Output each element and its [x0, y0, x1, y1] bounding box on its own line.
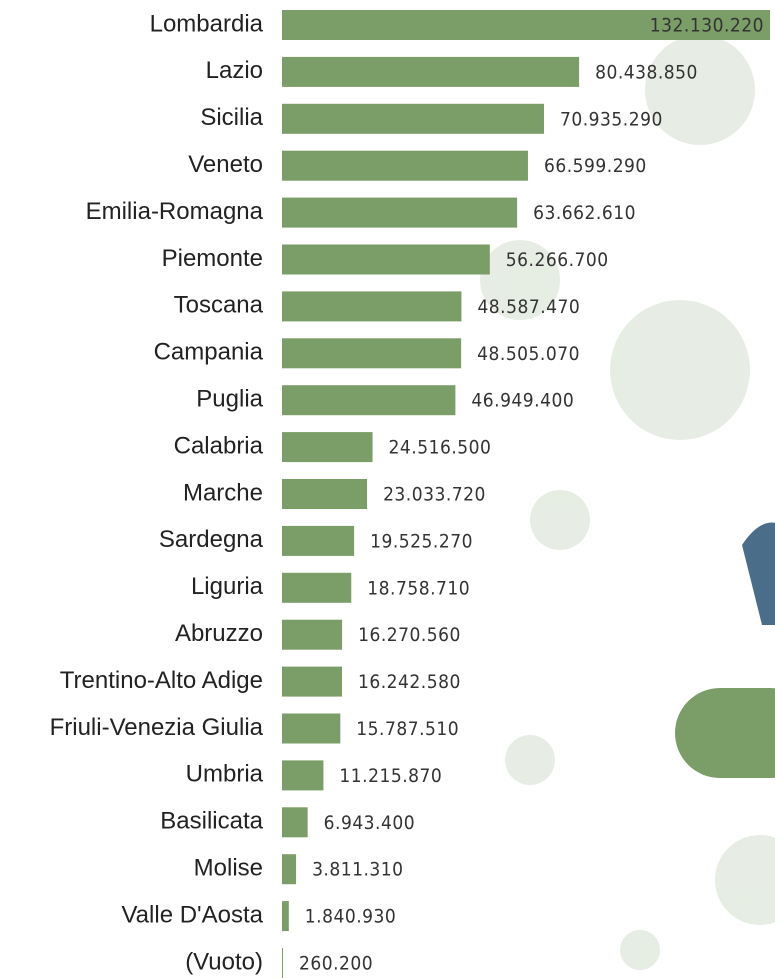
category-label: Sicilia — [200, 104, 263, 131]
category-label: (Vuoto) — [185, 948, 263, 975]
category-label: Campania — [154, 339, 264, 366]
category-label: Friuli-Venezia Giulia — [50, 714, 264, 741]
bar — [282, 338, 461, 368]
value-label: 16.270.560 — [358, 624, 461, 646]
category-label: Basilicata — [160, 808, 263, 835]
bar — [282, 432, 373, 462]
chart: Lombardia 132.130.220 Lazio 80.438.850 Sicil… — [0, 0, 775, 978]
category-label: Molise — [194, 855, 263, 882]
bar — [282, 57, 579, 87]
bar — [282, 291, 461, 321]
bar — [282, 620, 342, 650]
value-label: 16.242.580 — [358, 671, 461, 693]
decor-figure — [742, 523, 775, 626]
value-label: 63.662.610 — [533, 202, 636, 224]
value-label: 23.033.720 — [383, 484, 486, 506]
bar — [282, 198, 517, 228]
value-label: 80.438.850 — [595, 61, 698, 83]
category-label: Abruzzo — [175, 620, 263, 647]
value-label: 48.587.470 — [477, 296, 580, 318]
category-label: Piemonte — [162, 245, 263, 272]
category-label: Lombardia — [150, 10, 264, 37]
category-label: Toscana — [174, 292, 264, 319]
category-label: Lazio — [206, 57, 263, 84]
value-label: 46.949.400 — [471, 390, 574, 412]
value-label: 260.200 — [299, 953, 373, 975]
category-label: Calabria — [174, 432, 264, 459]
bar — [282, 714, 340, 744]
value-label: 66.599.290 — [544, 155, 647, 177]
value-label: 3.811.310 — [312, 859, 403, 881]
decor-pill — [675, 688, 775, 778]
value-label: 6.943.400 — [324, 812, 415, 834]
value-label: 1.840.930 — [305, 906, 396, 928]
category-label: Puglia — [196, 386, 263, 413]
category-label: Veneto — [188, 151, 263, 178]
bar — [282, 526, 354, 556]
bar — [282, 667, 342, 697]
value-label: 24.516.500 — [389, 437, 492, 459]
value-label: 132.130.220 — [650, 15, 764, 37]
bar — [282, 807, 308, 837]
category-label: Trentino-Alto Adige — [60, 667, 263, 694]
category-label: Umbria — [186, 761, 264, 788]
value-label: 56.266.700 — [506, 249, 609, 271]
value-label: 11.215.870 — [339, 765, 442, 787]
category-label: Sardegna — [159, 526, 264, 553]
bar — [282, 901, 289, 931]
bar — [282, 760, 323, 790]
category-label: Emilia-Romagna — [86, 198, 264, 225]
category-label: Marche — [183, 479, 263, 506]
category-label: Liguria — [191, 573, 264, 600]
bar — [282, 573, 351, 603]
bar — [282, 479, 367, 509]
value-label: 19.525.270 — [370, 530, 473, 552]
value-label: 70.935.290 — [560, 108, 663, 130]
bar — [282, 245, 490, 275]
bar — [282, 385, 455, 415]
value-label: 15.787.510 — [356, 718, 459, 740]
bar — [282, 151, 528, 181]
bar — [282, 854, 296, 884]
bar — [282, 948, 283, 978]
category-label: Valle D'Aosta — [121, 901, 263, 928]
bar — [282, 104, 544, 134]
value-label: 48.505.070 — [477, 343, 580, 365]
value-label: 18.758.710 — [367, 577, 470, 599]
